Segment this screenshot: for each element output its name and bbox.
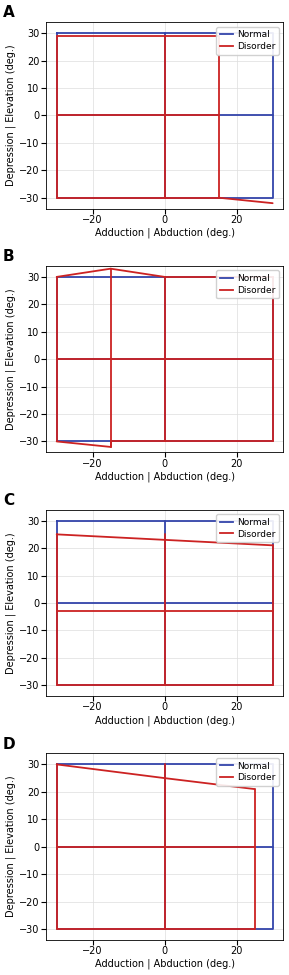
Text: A: A	[3, 5, 15, 20]
Legend: Normal, Disorder: Normal, Disorder	[216, 758, 279, 786]
Text: D: D	[3, 736, 16, 752]
X-axis label: Adduction | Abduction (deg.): Adduction | Abduction (deg.)	[95, 959, 235, 969]
Legend: Normal, Disorder: Normal, Disorder	[216, 270, 279, 298]
Y-axis label: Depression | Elevation (deg.): Depression | Elevation (deg.)	[6, 45, 16, 186]
Y-axis label: Depression | Elevation (deg.): Depression | Elevation (deg.)	[6, 289, 16, 430]
Legend: Normal, Disorder: Normal, Disorder	[216, 26, 279, 55]
X-axis label: Adduction | Abduction (deg.): Adduction | Abduction (deg.)	[95, 716, 235, 725]
X-axis label: Adduction | Abduction (deg.): Adduction | Abduction (deg.)	[95, 228, 235, 238]
Text: B: B	[3, 249, 15, 264]
Y-axis label: Depression | Elevation (deg.): Depression | Elevation (deg.)	[6, 532, 16, 674]
X-axis label: Adduction | Abduction (deg.): Adduction | Abduction (deg.)	[95, 472, 235, 482]
Legend: Normal, Disorder: Normal, Disorder	[216, 514, 279, 542]
Y-axis label: Depression | Elevation (deg.): Depression | Elevation (deg.)	[6, 776, 16, 917]
Text: C: C	[3, 492, 14, 508]
